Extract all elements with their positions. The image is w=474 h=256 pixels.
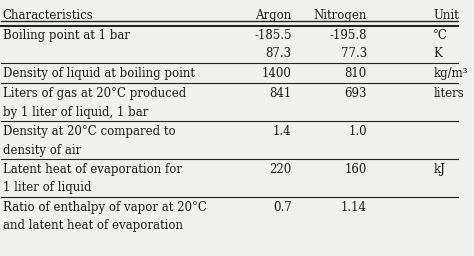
Text: Density at 20°C compared to: Density at 20°C compared to (3, 125, 175, 138)
Text: -185.5: -185.5 (254, 29, 292, 42)
Text: Boiling point at 1 bar: Boiling point at 1 bar (3, 29, 130, 42)
Text: 0.7: 0.7 (273, 201, 292, 214)
Text: 693: 693 (345, 87, 367, 100)
Text: 87.3: 87.3 (265, 47, 292, 60)
Text: kJ: kJ (433, 163, 445, 176)
Text: -195.8: -195.8 (329, 29, 367, 42)
Text: Argon: Argon (255, 9, 292, 22)
Text: liters: liters (433, 87, 464, 100)
Text: Ratio of enthalpy of vapor at 20°C: Ratio of enthalpy of vapor at 20°C (3, 201, 207, 214)
Text: kg/m³: kg/m³ (433, 67, 468, 80)
Text: °C: °C (433, 29, 448, 42)
Text: density of air: density of air (3, 144, 81, 157)
Text: and latent heat of evaporation: and latent heat of evaporation (3, 219, 183, 232)
Text: Density of liquid at boiling point: Density of liquid at boiling point (3, 67, 195, 80)
Text: Liters of gas at 20°C produced: Liters of gas at 20°C produced (3, 87, 186, 100)
Text: 160: 160 (345, 163, 367, 176)
Text: 1.0: 1.0 (348, 125, 367, 138)
Text: by 1 liter of liquid, 1 bar: by 1 liter of liquid, 1 bar (3, 106, 148, 119)
Text: Characteristics: Characteristics (3, 9, 93, 22)
Text: Latent heat of evaporation for: Latent heat of evaporation for (3, 163, 182, 176)
Text: 1 liter of liquid: 1 liter of liquid (3, 182, 91, 195)
Text: 810: 810 (345, 67, 367, 80)
Text: 841: 841 (269, 87, 292, 100)
Text: K: K (433, 47, 442, 60)
Text: 1400: 1400 (262, 67, 292, 80)
Text: 77.3: 77.3 (341, 47, 367, 60)
Text: 1.14: 1.14 (341, 201, 367, 214)
Text: 1.4: 1.4 (273, 125, 292, 138)
Text: Unit: Unit (433, 9, 459, 22)
Text: Nitrogen: Nitrogen (314, 9, 367, 22)
Text: 220: 220 (269, 163, 292, 176)
